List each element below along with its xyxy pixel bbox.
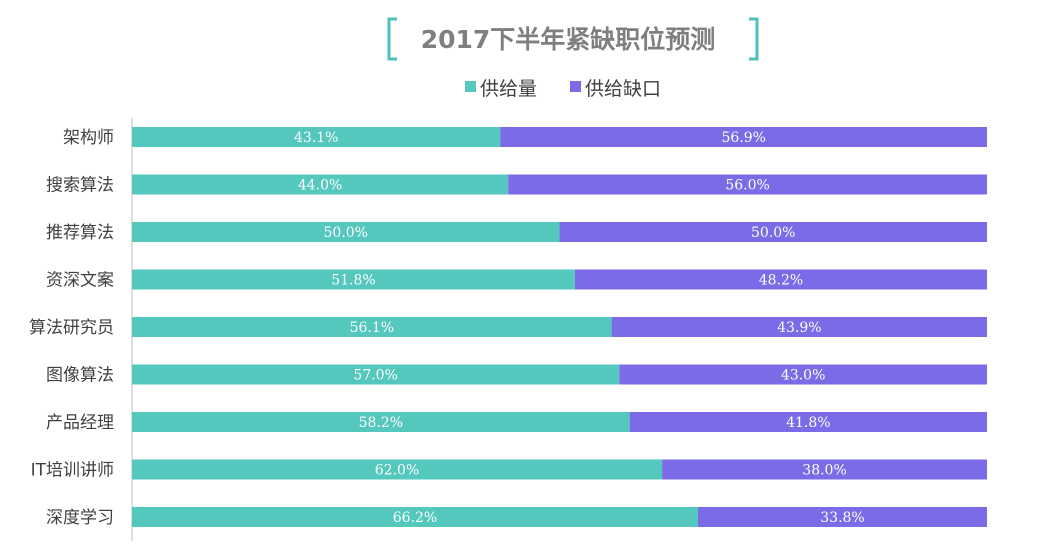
data-label: 57.0% — [353, 368, 397, 384]
legend-label: 供给量 — [480, 78, 537, 100]
bar-segment — [698, 507, 987, 527]
bar-segment — [508, 174, 987, 195]
category-label: 资深文案 — [46, 271, 114, 291]
category-label: 深度学习 — [46, 508, 114, 528]
data-label: 41.8% — [786, 415, 830, 431]
bar-segment — [132, 222, 560, 242]
data-label: 56.0% — [725, 178, 769, 194]
data-label: 51.8% — [331, 273, 375, 289]
data-label: 58.2% — [359, 415, 403, 431]
chart-title: 2017下半年紧缺职位预测 — [421, 25, 716, 54]
data-label: 43.1% — [294, 130, 338, 146]
category-label: 搜索算法 — [46, 176, 114, 196]
data-label: 50.0% — [324, 225, 368, 241]
category-label: IT培训讲师 — [31, 461, 114, 481]
bar-segment — [132, 459, 663, 480]
chart-legend: 供给量 供给缺口 — [465, 78, 661, 100]
data-label: 56.1% — [350, 320, 394, 336]
legend-label: 供给缺口 — [585, 78, 661, 100]
category-label: 算法研究员 — [29, 318, 114, 338]
data-label: 33.8% — [820, 510, 864, 526]
bar-segment — [662, 459, 987, 480]
bar-segment — [132, 412, 630, 432]
bar-segment — [629, 412, 987, 432]
data-label: 38.0% — [802, 463, 846, 479]
bar-segment — [132, 174, 509, 195]
chart-title-group: 2017下半年紧缺职位预测 — [387, 17, 759, 61]
category-label: 图像算法 — [46, 366, 114, 386]
bar-segment — [132, 317, 612, 337]
data-label: 66.2% — [393, 510, 437, 526]
title-left-bracket — [387, 17, 397, 61]
bar-segment — [559, 222, 987, 242]
bars-group: 43.1% 56.9% 44.0% 56.0% 50.0% 50.0% 51.8% 48.2%… — [132, 127, 987, 527]
legend-swatch — [570, 81, 581, 92]
data-label: 43.9% — [777, 320, 821, 336]
data-label: 56.9% — [722, 130, 766, 146]
data-label: 50.0% — [751, 225, 795, 241]
bar-segment — [132, 269, 575, 290]
category-label: 架构师 — [63, 128, 114, 148]
category-label: 产品经理 — [46, 413, 114, 433]
bar-segment — [574, 269, 987, 290]
bar-segment — [619, 364, 987, 385]
bar-segment — [611, 317, 987, 337]
data-label: 48.2% — [759, 273, 803, 289]
title-right-bracket — [749, 17, 759, 61]
legend-swatch — [465, 81, 476, 92]
category-label: 推荐算法 — [46, 223, 114, 243]
data-label: 62.0% — [375, 463, 419, 479]
bar-segment — [500, 127, 987, 147]
data-label: 44.0% — [298, 178, 342, 194]
bar-segment — [132, 364, 620, 385]
data-label: 43.0% — [781, 368, 825, 384]
bar-segment — [132, 507, 699, 527]
bar-segment — [132, 127, 501, 147]
